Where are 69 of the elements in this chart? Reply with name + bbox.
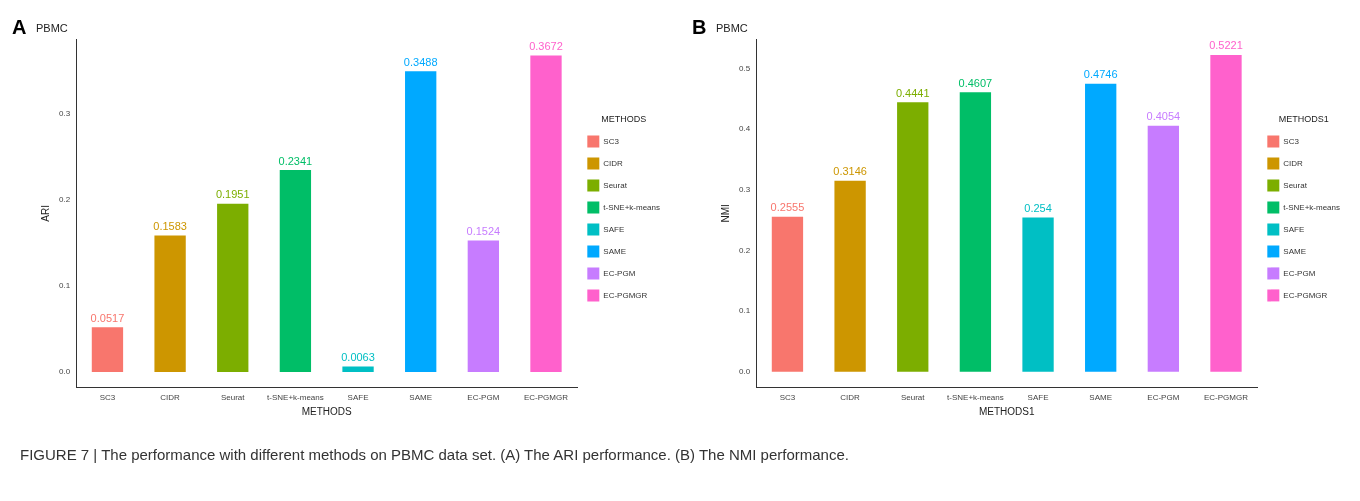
x-axis-title: METHODS [301,405,353,417]
data-label: 0.4607 [958,76,993,89]
y-axis-title: NMI [719,204,731,223]
text: B [692,16,707,39]
data-label: 0.2341 [278,154,313,167]
x-tick-label: t-SNE+k-means [947,393,1004,403]
y-tick-label: 0.0 [739,366,751,376]
legend-label: Seurat [603,180,628,190]
legend-label: EC-PGMGR [603,290,648,300]
legend-label: SAFE [1283,224,1305,234]
y-tick-label: 0.3 [739,184,751,194]
text: A [12,16,27,39]
x-tick-label: CIDR [840,393,861,403]
x-tick-label: Seurat [900,393,926,403]
x-tick-label: t-SNE+k-means [267,393,324,403]
data-label: 0.5221 [1209,39,1243,52]
data-label: 0.3146 [833,165,867,178]
x-tick-label: Seurat [220,393,246,403]
y-tick-label: 0.2 [739,245,751,255]
legend-title: METHODS1 [1278,113,1329,124]
y-tick-label: 0.1 [739,306,751,316]
legend-label: EC-PGM [1283,268,1316,278]
legend-label: SAFE [603,224,625,234]
legend-label: t-SNE+k-means [603,202,660,212]
y-tick-label: 0.4 [739,124,751,134]
legend-label: Seurat [1283,180,1308,190]
legend-label: EC-PGMGR [1283,290,1328,300]
data-label: 0.3488 [403,55,438,68]
caption: FIGURE 7 | The performance with different methods on PBMC data set. (A) The ARI performance. (B) The NMI performance. [20,446,849,463]
data-label: 0.2555 [770,201,805,214]
data-label: 0.0063 [341,350,375,363]
y-tick-label: 0.3 [59,108,71,118]
chart-title: PBMC [36,21,68,34]
legend-label: SAME [603,246,626,256]
x-tick-label: EC-PGMGR [523,393,569,403]
legend-label: SC3 [603,136,620,146]
y-tick-label: 0.2 [59,194,71,204]
x-axis-title: METHODS1 [978,405,1035,417]
chart-title: PBMC [716,21,748,34]
x-tick-label: EC-PGM [1147,393,1180,403]
y-tick-label: 0.0 [59,367,71,377]
y-tick-label: 0.5 [739,63,751,73]
x-tick-label: SAFE [347,393,369,403]
legend-label: EC-PGM [603,268,636,278]
legend-label: CIDR [1283,158,1304,168]
x-tick-label: EC-PGM [467,393,500,403]
data-label: 0.1524 [466,225,501,238]
y-axis-title: ARI [39,204,51,222]
data-label: 0.4054 [1146,110,1181,123]
data-label: 0.0517 [90,311,125,324]
legend-label: SC3 [1283,136,1300,146]
legend-title: METHODS [601,113,647,124]
x-tick-label: EC-PGMGR [1203,393,1249,403]
x-tick-label: SAFE [1027,393,1049,403]
data-label: 0.254 [1024,202,1052,215]
legend-label: t-SNE+k-means [1283,202,1340,212]
x-tick-label: SC3 [99,393,116,403]
x-tick-label: SAME [409,393,433,403]
data-label: 0.4746 [1083,68,1118,81]
y-tick-label: 0.1 [59,280,71,290]
x-tick-label: SAME [1089,393,1113,403]
legend-label: SAME [1283,246,1306,256]
data-label: 0.3672 [529,39,563,52]
data-label: 0.4441 [895,86,930,99]
legend-label: CIDR [603,158,624,168]
data-label: 0.1583 [153,219,187,232]
x-tick-label: SC3 [779,393,796,403]
data-label: 0.1951 [215,188,250,201]
x-tick-label: CIDR [160,393,181,403]
